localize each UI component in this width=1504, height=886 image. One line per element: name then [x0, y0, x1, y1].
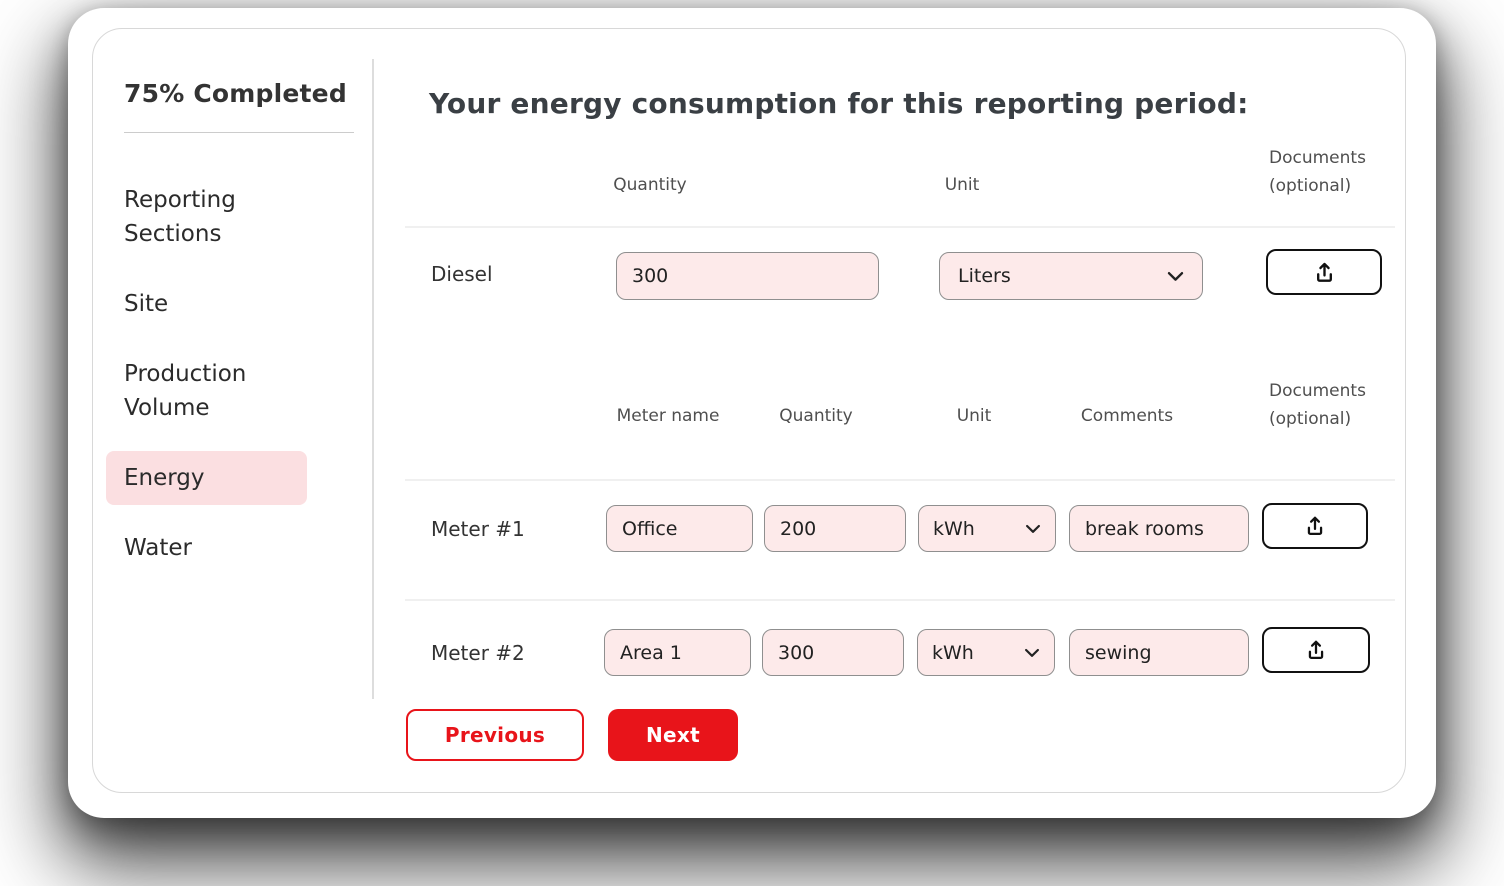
meter-row-label-1: Meter #1 [431, 517, 525, 541]
chevron-down-icon [1167, 271, 1184, 282]
meter1-quantity-input[interactable] [764, 505, 906, 552]
fuel-row-label-diesel: Diesel [431, 262, 493, 286]
upload-icon [1303, 637, 1329, 663]
meter2-upload-documents-button[interactable] [1262, 627, 1370, 673]
sidebar-nav: Reporting Sections Site Production Volum… [106, 173, 374, 575]
meter1-comments-input[interactable] [1069, 505, 1249, 552]
row-divider [405, 226, 1395, 228]
form-panel: 75% Completed Reporting Sections Site Pr… [92, 28, 1406, 793]
chevron-down-icon [1025, 524, 1041, 534]
sidebar-item-energy[interactable]: Energy [106, 451, 307, 505]
row-divider [405, 599, 1395, 601]
meter1-unit-value: kWh [933, 517, 975, 540]
fuel-header-unit: Unit [944, 175, 980, 195]
chevron-down-icon [1024, 648, 1040, 658]
meter2-unit-select[interactable]: kWh [917, 629, 1055, 676]
upload-icon [1311, 259, 1338, 286]
meter-header-documents: Documents (optional) [1269, 381, 1366, 429]
meter-row-label-2: Meter #2 [431, 641, 525, 665]
diesel-unit-value: Liters [958, 265, 1011, 287]
meter2-unit-value: kWh [932, 641, 974, 664]
previous-button[interactable]: Previous [406, 709, 584, 761]
meter1-name-input[interactable] [606, 505, 753, 552]
sidebar-item-water[interactable]: Water [124, 535, 192, 561]
meter2-quantity-input[interactable] [762, 629, 904, 676]
row-divider [405, 479, 1395, 481]
diesel-upload-documents-button[interactable] [1266, 249, 1382, 295]
sidebar-item-site[interactable]: Site [124, 291, 169, 317]
main-content: Your energy consumption for this reporti… [405, 29, 1401, 794]
sidebar-item-production-volume[interactable]: Production Volume [124, 361, 247, 421]
meter1-unit-select[interactable]: kWh [918, 505, 1056, 552]
form-card: 75% Completed Reporting Sections Site Pr… [68, 8, 1436, 818]
sidebar-divider [124, 132, 354, 133]
meter-header-name: Meter name [616, 406, 720, 426]
diesel-unit-select[interactable]: Liters [939, 252, 1203, 300]
fuel-header-documents: Documents (optional) [1269, 148, 1366, 196]
fuel-header-quantity: Quantity [613, 175, 687, 195]
meter2-name-input[interactable] [604, 629, 751, 676]
meter1-upload-documents-button[interactable] [1262, 503, 1368, 549]
sidebar-item-reporting-sections[interactable]: Reporting Sections [124, 187, 236, 247]
page-title: Your energy consumption for this reporti… [429, 87, 1249, 120]
next-button[interactable]: Next [608, 709, 738, 761]
meter-header-unit: Unit [956, 406, 992, 426]
meter2-comments-input[interactable] [1069, 629, 1249, 676]
progress-label: 75% Completed [124, 79, 347, 108]
sidebar: 75% Completed Reporting Sections Site Pr… [106, 79, 374, 591]
sidebar-vertical-divider [372, 59, 374, 699]
meter-header-comments: Comments [1080, 406, 1174, 426]
diesel-quantity-input[interactable] [616, 252, 879, 300]
meter-header-quantity: Quantity [779, 406, 853, 426]
upload-icon [1302, 513, 1328, 539]
